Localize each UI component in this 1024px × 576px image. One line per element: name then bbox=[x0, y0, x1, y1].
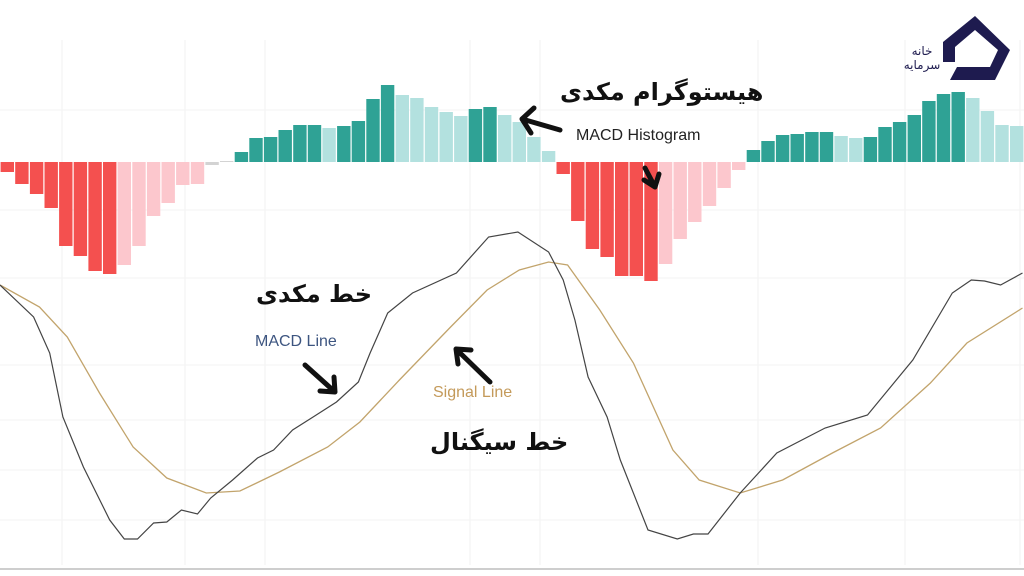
histogram-bar bbox=[702, 162, 717, 206]
histogram-bar bbox=[527, 137, 541, 162]
arrow-icon bbox=[519, 105, 563, 136]
macd-label-en: MACD Line bbox=[255, 333, 337, 350]
histogram-bar bbox=[263, 137, 278, 162]
histogram-bar bbox=[922, 101, 936, 162]
histogram-bar bbox=[249, 138, 263, 162]
histogram-bar bbox=[746, 150, 761, 162]
histogram-bar bbox=[892, 122, 907, 162]
arrow-icon bbox=[302, 362, 338, 395]
histogram-bar bbox=[439, 112, 453, 162]
histogram-bar bbox=[512, 122, 526, 162]
histogram-bar bbox=[732, 162, 746, 170]
histogram-bar bbox=[307, 125, 322, 162]
histogram-bar bbox=[790, 134, 804, 162]
histogram-bar bbox=[29, 162, 44, 194]
histogram-bar bbox=[176, 162, 190, 185]
histogram-bar bbox=[995, 125, 1009, 162]
histogram-bar bbox=[73, 162, 88, 256]
arrow-icon bbox=[453, 346, 493, 385]
histogram-bar bbox=[688, 162, 702, 222]
histogram-bar bbox=[205, 162, 219, 165]
histogram-bars bbox=[0, 85, 1024, 281]
histogram-bar bbox=[59, 162, 73, 246]
histogram-bar bbox=[395, 95, 409, 162]
histogram-bar bbox=[161, 162, 175, 203]
histogram-bar bbox=[556, 162, 570, 174]
histogram-bar bbox=[863, 137, 878, 162]
histogram-bar bbox=[234, 152, 249, 162]
histogram-bar bbox=[834, 136, 848, 162]
histogram-bar bbox=[483, 107, 497, 162]
histogram-bar bbox=[0, 162, 14, 172]
histogram-bar bbox=[380, 85, 395, 162]
histogram-bar bbox=[878, 127, 892, 162]
histogram-bar bbox=[454, 116, 468, 162]
histogram-bar bbox=[44, 162, 58, 208]
histogram-bar bbox=[805, 132, 819, 162]
histogram-bar bbox=[658, 162, 673, 264]
histogram-bar bbox=[980, 111, 995, 162]
signal-label-fa: خط سیگنال bbox=[430, 428, 569, 456]
histogram-bar bbox=[571, 162, 585, 221]
histogram-bar bbox=[132, 162, 146, 246]
histogram-bar bbox=[951, 92, 965, 162]
histogram-bar bbox=[849, 138, 863, 162]
histogram-bar bbox=[337, 126, 351, 162]
histogram-bar bbox=[907, 115, 921, 162]
histogram-bar bbox=[936, 94, 951, 162]
histogram-bar bbox=[15, 162, 29, 184]
histogram-bar bbox=[278, 130, 292, 162]
histogram-bar bbox=[351, 121, 366, 162]
histogram-bar bbox=[220, 161, 234, 162]
histogram-bar bbox=[717, 162, 731, 188]
histogram-bar bbox=[293, 125, 307, 162]
histogram-bar bbox=[322, 128, 336, 162]
logo bbox=[943, 16, 1010, 80]
histogram-label-fa: هیستوگرام مکدی bbox=[560, 78, 764, 106]
histogram-bar bbox=[146, 162, 161, 216]
grid bbox=[0, 40, 1024, 565]
histogram-bar bbox=[819, 132, 834, 162]
histogram-bar bbox=[615, 162, 629, 276]
histogram-bar bbox=[600, 162, 614, 257]
histogram-bar bbox=[966, 98, 980, 162]
histogram-bar bbox=[629, 162, 643, 276]
histogram-bar bbox=[775, 135, 790, 162]
histogram-bar bbox=[498, 115, 512, 162]
signal-label-en: Signal Line bbox=[433, 384, 513, 401]
histogram-bar bbox=[103, 162, 117, 274]
signal-line bbox=[0, 261, 1023, 494]
histogram-bar bbox=[410, 98, 424, 162]
macd-line bbox=[0, 231, 1023, 540]
histogram-bar bbox=[424, 107, 439, 162]
histogram-bar bbox=[644, 162, 658, 281]
histogram-bar bbox=[1010, 126, 1024, 162]
histogram-bar bbox=[673, 162, 687, 239]
histogram-bar bbox=[366, 99, 380, 162]
histogram-bar bbox=[541, 151, 556, 162]
histogram-bar bbox=[468, 109, 483, 162]
macd-label-fa: خط مکدی bbox=[256, 280, 373, 308]
histogram-bar bbox=[585, 162, 600, 249]
histogram-label-en: MACD Histogram bbox=[568, 124, 709, 148]
histogram-bar bbox=[761, 141, 775, 162]
histogram-bar bbox=[117, 162, 131, 265]
arrow-icon bbox=[641, 165, 662, 190]
histogram-bar bbox=[190, 162, 205, 184]
logo-text: خانه سرمایه bbox=[903, 44, 941, 72]
histogram-bar bbox=[88, 162, 102, 271]
